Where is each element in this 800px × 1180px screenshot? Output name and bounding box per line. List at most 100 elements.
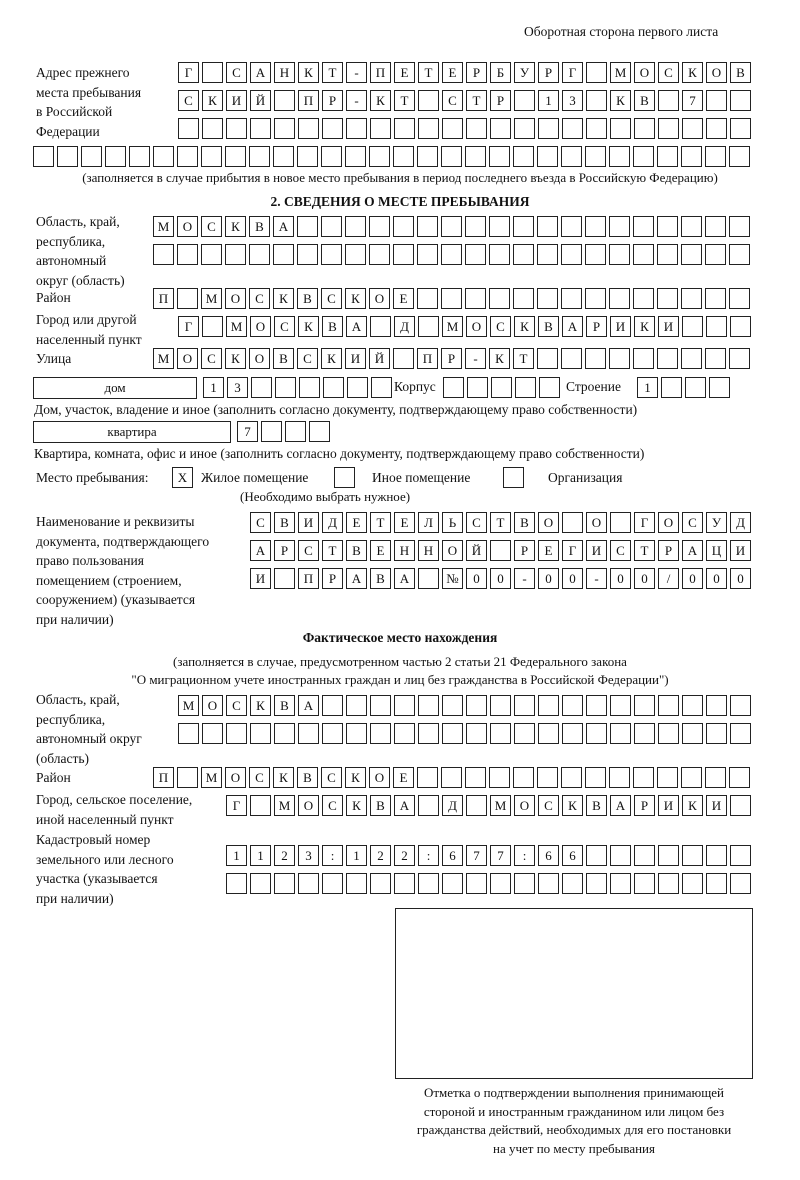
char-cell[interactable] (634, 118, 655, 139)
char-cell[interactable] (418, 90, 439, 111)
char-cell[interactable] (466, 873, 487, 894)
char-cell[interactable] (489, 288, 510, 309)
char-cell[interactable] (706, 695, 727, 716)
char-cell[interactable] (418, 568, 439, 589)
char-cell[interactable] (345, 146, 366, 167)
char-cell[interactable]: Д (730, 512, 751, 533)
char-cell[interactable] (634, 873, 655, 894)
actual-region-row-2[interactable] (178, 723, 754, 745)
char-cell[interactable]: Т (513, 348, 534, 369)
char-cell[interactable]: Р (514, 540, 535, 561)
char-cell[interactable]: Е (394, 512, 415, 533)
char-cell[interactable] (490, 723, 511, 744)
char-cell[interactable] (249, 146, 270, 167)
char-cell[interactable]: Г (562, 540, 583, 561)
char-cell[interactable] (275, 377, 296, 398)
char-cell[interactable]: В (370, 795, 391, 816)
char-cell[interactable] (634, 723, 655, 744)
char-cell[interactable]: О (586, 512, 607, 533)
char-cell[interactable]: 2 (394, 845, 415, 866)
char-cell[interactable]: О (177, 216, 198, 237)
char-cell[interactable]: С (201, 216, 222, 237)
char-cell[interactable] (730, 90, 751, 111)
char-cell[interactable] (250, 723, 271, 744)
char-cell[interactable]: В (730, 62, 751, 83)
char-cell[interactable]: Й (369, 348, 390, 369)
char-cell[interactable] (661, 377, 682, 398)
char-cell[interactable]: Р (634, 795, 655, 816)
char-cell[interactable] (491, 377, 512, 398)
char-cell[interactable] (682, 118, 703, 139)
char-cell[interactable] (346, 118, 367, 139)
char-cell[interactable] (250, 873, 271, 894)
char-cell[interactable]: О (466, 316, 487, 337)
char-cell[interactable]: У (706, 512, 727, 533)
char-cell[interactable] (681, 288, 702, 309)
char-cell[interactable]: Т (418, 62, 439, 83)
char-cell[interactable]: М (610, 62, 631, 83)
char-cell[interactable]: И (658, 316, 679, 337)
char-cell[interactable]: С (538, 795, 559, 816)
char-cell[interactable] (562, 723, 583, 744)
char-cell[interactable] (57, 146, 78, 167)
char-cell[interactable] (730, 795, 751, 816)
char-cell[interactable]: К (610, 90, 631, 111)
char-cell[interactable] (466, 118, 487, 139)
char-cell[interactable]: 3 (298, 845, 319, 866)
char-cell[interactable]: С (178, 90, 199, 111)
char-cell[interactable] (681, 146, 702, 167)
char-cell[interactable] (321, 146, 342, 167)
char-cell[interactable] (177, 767, 198, 788)
char-cell[interactable]: 1 (203, 377, 224, 398)
char-cell[interactable] (658, 695, 679, 716)
char-cell[interactable]: 0 (490, 568, 511, 589)
char-cell[interactable] (442, 695, 463, 716)
char-cell[interactable]: И (345, 348, 366, 369)
char-cell[interactable] (657, 288, 678, 309)
char-cell[interactable] (585, 244, 606, 265)
char-cell[interactable]: К (225, 348, 246, 369)
char-cell[interactable]: 6 (538, 845, 559, 866)
char-cell[interactable] (586, 723, 607, 744)
apartment-number-row[interactable]: 7 (237, 421, 333, 443)
char-cell[interactable] (489, 146, 510, 167)
char-cell[interactable]: К (345, 288, 366, 309)
char-cell[interactable] (705, 348, 726, 369)
char-cell[interactable]: С (658, 62, 679, 83)
char-cell[interactable] (586, 695, 607, 716)
char-cell[interactable]: / (658, 568, 679, 589)
char-cell[interactable]: 7 (237, 421, 258, 442)
char-cell[interactable] (489, 767, 510, 788)
char-cell[interactable] (489, 244, 510, 265)
char-cell[interactable]: Р (586, 316, 607, 337)
char-cell[interactable] (562, 695, 583, 716)
char-cell[interactable] (681, 348, 702, 369)
char-cell[interactable]: О (202, 695, 223, 716)
char-cell[interactable] (610, 845, 631, 866)
char-cell[interactable] (299, 377, 320, 398)
char-cell[interactable] (369, 146, 390, 167)
char-cell[interactable] (657, 767, 678, 788)
char-cell[interactable] (418, 795, 439, 816)
char-cell[interactable] (274, 90, 295, 111)
char-cell[interactable] (706, 873, 727, 894)
char-cell[interactable] (633, 146, 654, 167)
char-cell[interactable]: И (706, 795, 727, 816)
char-cell[interactable]: 1 (346, 845, 367, 866)
char-cell[interactable] (609, 288, 630, 309)
char-cell[interactable]: Г (562, 62, 583, 83)
char-cell[interactable] (202, 62, 223, 83)
char-cell[interactable] (706, 723, 727, 744)
char-cell[interactable]: А (346, 568, 367, 589)
char-cell[interactable] (251, 377, 272, 398)
char-cell[interactable] (466, 723, 487, 744)
char-cell[interactable] (562, 873, 583, 894)
char-cell[interactable]: - (586, 568, 607, 589)
char-cell[interactable]: В (322, 316, 343, 337)
char-cell[interactable]: И (586, 540, 607, 561)
char-cell[interactable] (729, 244, 750, 265)
char-cell[interactable] (370, 873, 391, 894)
